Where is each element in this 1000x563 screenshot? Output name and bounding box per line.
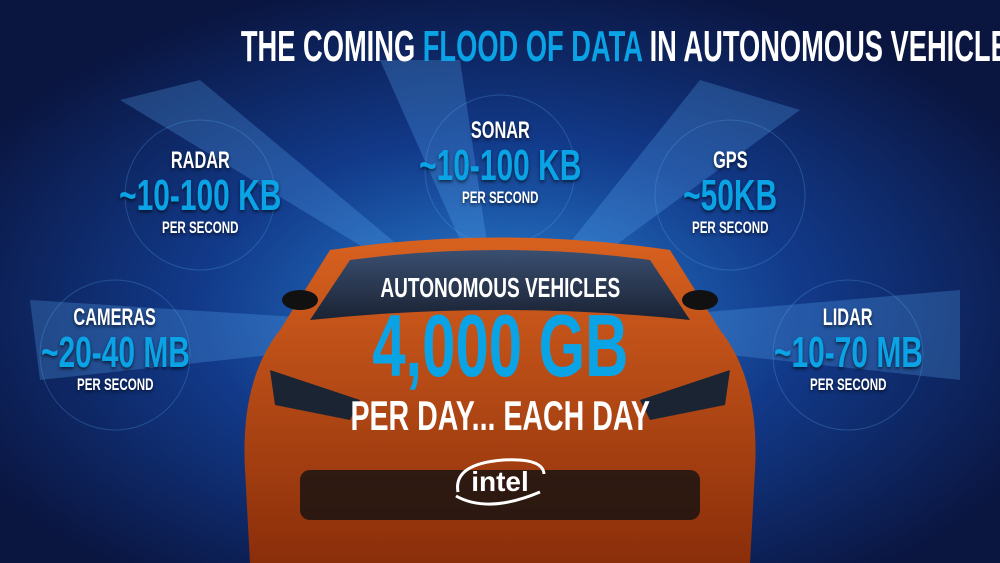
sensor-gps: GPS ~50KB PER SECOND bbox=[600, 148, 860, 238]
sensor-rate: ~10-70 MB bbox=[773, 328, 923, 377]
sensor-unit: PER SECOND bbox=[161, 218, 239, 237]
sensor-sonar: SONAR ~10-100 KB PER SECOND bbox=[370, 118, 630, 208]
sensor-unit: PER SECOND bbox=[691, 218, 769, 237]
title-part1: THE COMING bbox=[240, 22, 416, 71]
sensor-rate: ~20-40 MB bbox=[40, 328, 190, 377]
center-amount-text: 4,000 GB bbox=[371, 296, 629, 395]
sensor-unit: PER SECOND bbox=[461, 188, 539, 207]
sensor-name: RADAR bbox=[170, 147, 230, 174]
center-heading-text: AUTONOMOUS VEHICLES bbox=[380, 272, 620, 303]
center-heading: AUTONOMOUS VEHICLES bbox=[300, 272, 700, 304]
sensor-rate: ~10-100 KB bbox=[418, 141, 582, 190]
intel-swoosh-icon bbox=[455, 458, 546, 506]
intel-logo: intel bbox=[448, 452, 552, 512]
sensor-radar: RADAR ~10-100 KB PER SECOND bbox=[70, 148, 330, 238]
sensor-name: SONAR bbox=[470, 117, 530, 144]
sensor-name: LIDAR bbox=[823, 304, 873, 331]
title-highlight: FLOOD OF DATA bbox=[422, 22, 642, 71]
sensor-rings bbox=[39, 94, 924, 431]
title-part2: IN AUTONOMOUS VEHICLES bbox=[649, 22, 1000, 71]
intel-wordmark: intel bbox=[471, 466, 529, 497]
center-subtitle-text: PER DAY... EACH DAY bbox=[350, 392, 650, 439]
sensor-name: GPS bbox=[712, 147, 748, 174]
center-subtitle: PER DAY... EACH DAY bbox=[280, 392, 720, 440]
sensor-rate: ~10-100 KB bbox=[118, 171, 282, 220]
sensor-lidar: LIDAR ~10-70 MB PER SECOND bbox=[718, 305, 978, 395]
car-illustration bbox=[244, 237, 756, 563]
page-title: THE COMING FLOOD OF DATA IN AUTONOMOUS V… bbox=[0, 22, 1000, 72]
sensor-unit: PER SECOND bbox=[809, 375, 887, 394]
sensor-unit: PER SECOND bbox=[76, 375, 154, 394]
sensor-cameras: CAMERAS ~20-40 MB PER SECOND bbox=[0, 305, 245, 395]
sensor-rate: ~50KB bbox=[683, 171, 777, 220]
sensor-name: CAMERAS bbox=[73, 304, 157, 331]
center-amount: 4,000 GB bbox=[250, 300, 750, 392]
